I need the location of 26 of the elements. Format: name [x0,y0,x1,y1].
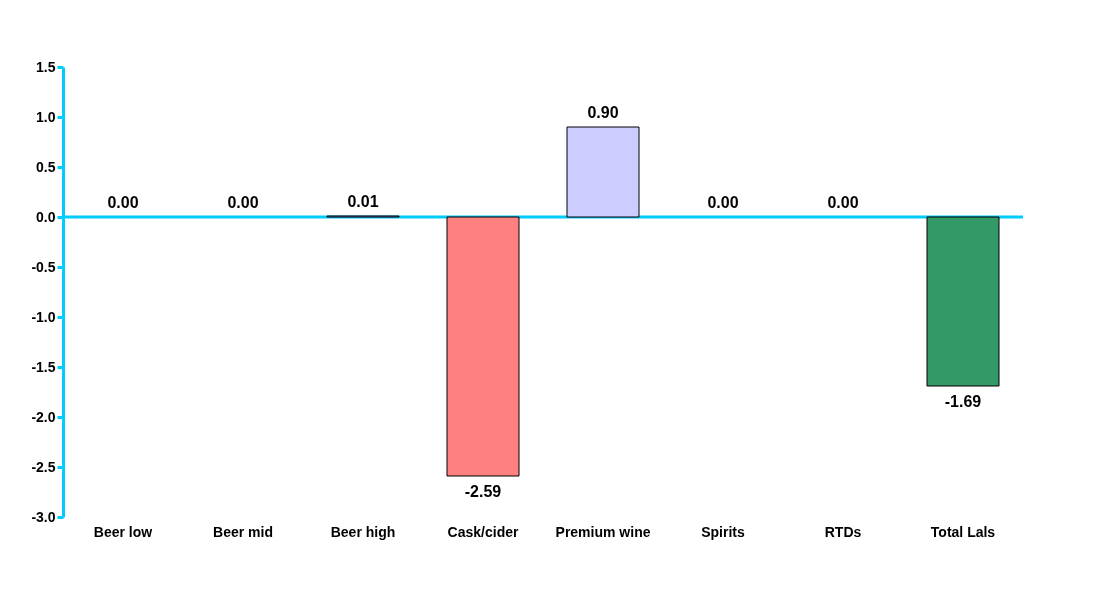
data-label: 0.00 [107,194,139,211]
y-tick-label: 0.5 [36,158,56,175]
y-tick-label: -2.5 [31,458,56,475]
x-tick-label: RTDs [824,523,862,540]
data-label: 0.00 [827,194,859,211]
data-label: -2.59 [464,483,502,500]
x-tick-label: Spirits [701,523,745,540]
x-tick-label: Total Lals [930,523,996,540]
x-tick-label: Beer mid [213,523,273,540]
data-label: 0.01 [347,193,379,210]
y-tick-label: -2.0 [31,408,56,425]
y-tick-label: 0.0 [36,208,56,225]
y-tick-label: -1.5 [31,358,56,375]
y-tick-label: -3.0 [31,508,56,525]
x-tick-label: Beer low [93,523,153,540]
y-tick-label: -0.5 [31,258,56,275]
y-tick-label: 1.0 [36,108,56,125]
y-tick-label: 1.5 [36,58,56,75]
x-tick-label: Cask/cider [447,523,519,540]
data-label: 0.00 [707,194,739,211]
data-label: 0.90 [587,104,619,121]
x-tick-label: Beer high [330,523,396,540]
y-tick-label: -1.0 [31,308,56,325]
x-tick-label: Premium wine [555,523,651,540]
data-label: 0.00 [227,194,259,211]
data-label: -1.69 [944,393,982,410]
